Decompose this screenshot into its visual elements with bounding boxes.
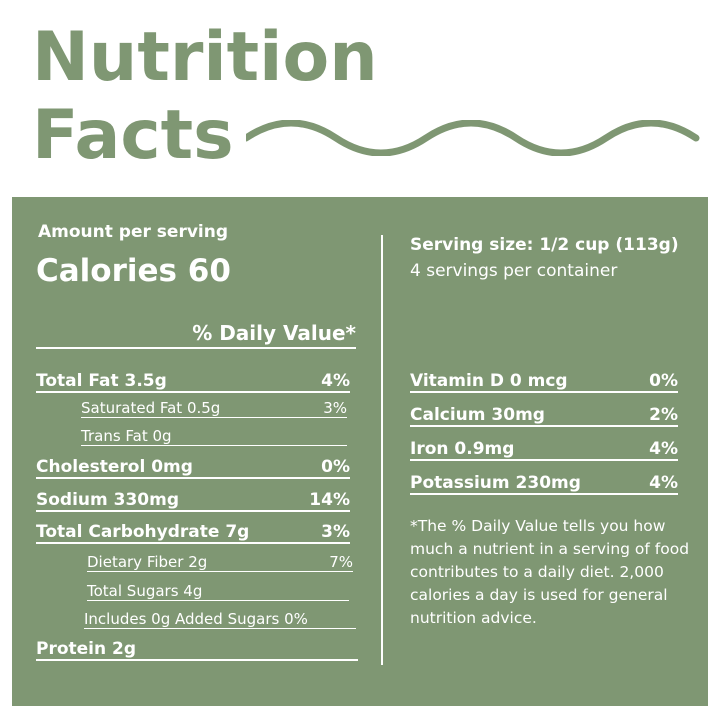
daily-value-footnote: *The % Daily Value tells you how much a …: [410, 517, 690, 627]
nutrient-percent: 3%: [323, 399, 347, 417]
nutrient-row-total-sugars: Total Sugars 4g: [87, 582, 349, 601]
amount-per-serving: Amount per serving: [38, 222, 229, 242]
nutrient-row-dietary-fiber: Dietary Fiber 2g 7%: [87, 553, 353, 572]
nutrient-label: Total Carbohydrate 7g: [36, 522, 250, 542]
nutrient-row-trans-fat: Trans Fat 0g: [81, 427, 347, 446]
nutrient-percent: 14%: [309, 490, 350, 510]
nutrient-label: Cholesterol 0mg: [36, 457, 193, 477]
serving-size: Serving size: 1/2 cup (113g): [410, 235, 679, 255]
nutrient-row-iron: Iron 0.9mg 4%: [410, 439, 678, 461]
nutrient-percent: 7%: [329, 553, 353, 571]
nutrient-row-total-fat: Total Fat 3.5g 4%: [36, 371, 350, 393]
title-facts: Facts: [32, 96, 234, 175]
nutrient-percent: 4%: [649, 439, 678, 459]
daily-value-header: % Daily Value*: [36, 321, 356, 349]
nutrient-label: Dietary Fiber 2g: [87, 553, 208, 571]
nutrient-row-added-sugars: Includes 0g Added Sugars 0%: [84, 610, 356, 629]
nutrient-label: Includes 0g Added Sugars 0%: [84, 610, 308, 628]
nutrient-row-saturated-fat: Saturated Fat 0.5g 3%: [81, 399, 347, 418]
nutrient-label: Total Fat 3.5g: [36, 371, 167, 391]
nutrient-percent: 0%: [649, 371, 678, 391]
column-divider: [381, 235, 383, 665]
nutrient-row-protein: Protein 2g: [36, 639, 358, 661]
nutrient-row-cholesterol: Cholesterol 0mg 0%: [36, 457, 350, 479]
nutrient-row-calcium: Calcium 30mg 2%: [410, 405, 678, 427]
nutrition-panel: Amount per serving Calories 60 Serving s…: [12, 197, 708, 706]
nutrient-label: Sodium 330mg: [36, 490, 180, 510]
nutrient-percent: 4%: [321, 371, 350, 391]
nutrient-label: Trans Fat 0g: [81, 427, 172, 445]
nutrient-row-total-carbohydrate: Total Carbohydrate 7g 3%: [36, 522, 350, 544]
title-nutrition: Nutrition: [32, 18, 378, 97]
nutrient-row-vitamin-d: Vitamin D 0 mcg 0%: [410, 371, 678, 393]
nutrient-label: Iron 0.9mg: [410, 439, 515, 459]
nutrient-percent: 3%: [321, 522, 350, 542]
nutrient-percent: 0%: [321, 457, 350, 477]
servings-per-container: 4 servings per container: [410, 261, 618, 281]
wave-decoration: [246, 120, 700, 156]
calories-label: Calories 60: [36, 253, 231, 289]
nutrient-row-potassium: Potassium 230mg 4%: [410, 473, 678, 495]
nutrient-percent: 2%: [649, 405, 678, 425]
nutrient-label: Vitamin D 0 mcg: [410, 371, 568, 391]
nutrient-row-sodium: Sodium 330mg 14%: [36, 490, 350, 512]
nutrient-label: Potassium 230mg: [410, 473, 581, 493]
nutrient-label: Protein 2g: [36, 639, 137, 659]
nutrient-percent: 4%: [649, 473, 678, 493]
nutrient-label: Calcium 30mg: [410, 405, 545, 425]
nutrient-label: Total Sugars 4g: [87, 582, 203, 600]
nutrient-label: Saturated Fat 0.5g: [81, 399, 221, 417]
